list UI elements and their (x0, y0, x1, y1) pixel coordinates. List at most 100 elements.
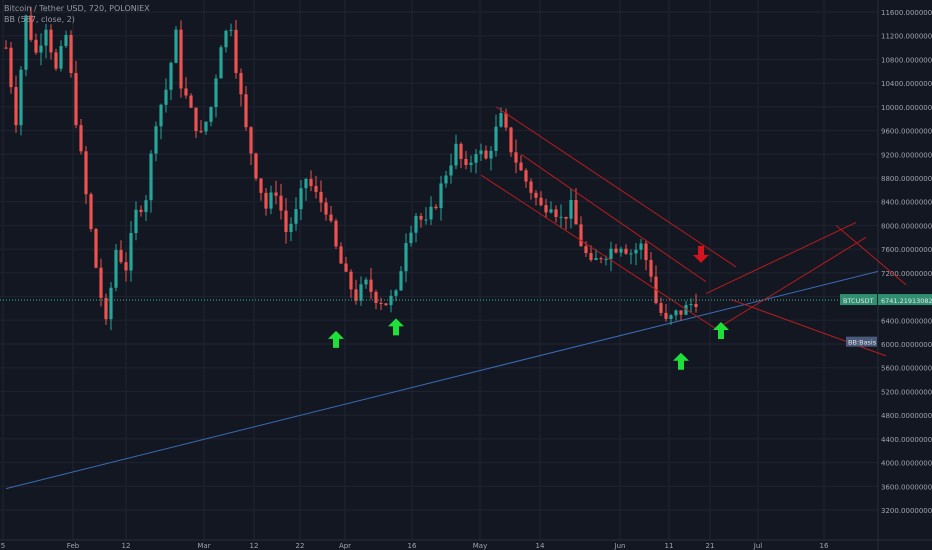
arrow-up-icon (388, 318, 404, 336)
candle-body (674, 310, 678, 316)
y-tick-label: 7600.00000000 (881, 246, 932, 254)
candle-body (594, 258, 598, 261)
candle-body (89, 194, 93, 230)
candle-body (294, 209, 298, 224)
candle-body (574, 200, 578, 225)
candle-body (669, 315, 673, 319)
candle-body (94, 229, 98, 268)
candle-body (9, 47, 13, 88)
candle-body (554, 209, 558, 217)
candle-body (394, 290, 398, 296)
candle-body (154, 126, 158, 154)
candle-body (284, 210, 288, 232)
candle-body (484, 150, 488, 159)
candle-body (559, 216, 563, 218)
y-tick-label: 11200.00000000 (881, 33, 932, 41)
candle-body (214, 78, 218, 108)
candle-body (264, 192, 268, 209)
candle-body (609, 248, 613, 259)
candle-body (334, 220, 338, 247)
candle-body (454, 143, 458, 166)
x-tick-label: Jul (753, 542, 763, 550)
candle-body (69, 34, 73, 74)
x-tick-label: 16 (408, 542, 417, 550)
y-tick-label: 4800.00000000 (881, 412, 932, 420)
candle-body (229, 29, 233, 31)
candle-body (599, 258, 603, 260)
candle-body (29, 15, 33, 40)
candle-body (249, 127, 253, 154)
candle-body (549, 209, 553, 213)
candle-body (494, 126, 498, 151)
x-tick-label: 21 (706, 542, 715, 550)
channel-line (480, 174, 722, 333)
x-tick-label: 11 (665, 542, 674, 550)
candle-body (299, 188, 303, 210)
candle-body (289, 223, 293, 232)
candle-body (399, 271, 403, 291)
candle-body (269, 192, 273, 209)
candle-body (564, 216, 568, 219)
candle-body (589, 253, 593, 261)
current-price-tag (878, 294, 932, 306)
y-tick-label: 5200.00000000 (881, 388, 932, 396)
y-tick-label: 3600.00000000 (881, 483, 932, 491)
candle-body (164, 89, 168, 105)
channel-line (705, 222, 857, 295)
y-tick-label: 3200.00000000 (881, 507, 932, 515)
y-tick-label: 8800.00000000 (881, 175, 932, 183)
candle-body (24, 15, 28, 70)
x-tick-label: Feb (67, 542, 80, 550)
candle-body (504, 113, 508, 128)
symbol-title: Bitcoin / Tether USD, 720, POLONIEX (4, 4, 150, 13)
candle-body (139, 209, 143, 213)
candle-body (114, 249, 118, 288)
candle-body (219, 47, 223, 79)
candle-body (254, 153, 258, 179)
chart-header: Bitcoin / Tether USD, 720, POLONIEX BB (… (4, 3, 150, 25)
candle-body (614, 248, 618, 253)
candle-body (79, 125, 83, 152)
x-tick-label: 12 (250, 542, 259, 550)
candle-body (64, 34, 68, 47)
candle-body (309, 178, 313, 187)
candle-body (479, 150, 483, 155)
candle-body (409, 232, 413, 244)
candle-body (144, 200, 148, 213)
candle-body (419, 215, 423, 220)
arrow-up-icon (673, 352, 689, 370)
candle-body (99, 267, 103, 298)
candle-body (689, 304, 693, 306)
candle-body (39, 45, 43, 53)
x-tick-label: May (473, 542, 487, 550)
candle-body (509, 127, 513, 153)
candle-body (369, 279, 373, 292)
candle-body (319, 191, 323, 203)
candle-body (304, 178, 308, 189)
x-tick-label: 14 (536, 542, 545, 550)
candle-body (439, 183, 443, 209)
y-tick-label: 10800.00000000 (881, 56, 932, 64)
candle-body (314, 186, 318, 192)
candle-body (424, 219, 428, 221)
candle-body (579, 224, 583, 247)
candle-body (624, 248, 628, 254)
candle-body (384, 303, 388, 306)
candle-body (679, 310, 683, 315)
candle-body (514, 152, 518, 163)
candle-body (204, 121, 208, 132)
candle-body (19, 69, 23, 126)
y-tick-label: 6400.00000000 (881, 317, 932, 325)
symbol-tag (840, 294, 877, 306)
candle-body (634, 249, 638, 254)
y-tick-label: 7200.00000000 (881, 270, 932, 278)
candle-body (469, 162, 473, 165)
candle-body (379, 302, 383, 304)
candle-body (119, 249, 123, 263)
candle-body (74, 73, 78, 126)
x-tick-label: Mar (197, 542, 210, 550)
x-tick-label: 5 (1, 542, 5, 550)
x-tick-label: 12 (122, 542, 131, 550)
